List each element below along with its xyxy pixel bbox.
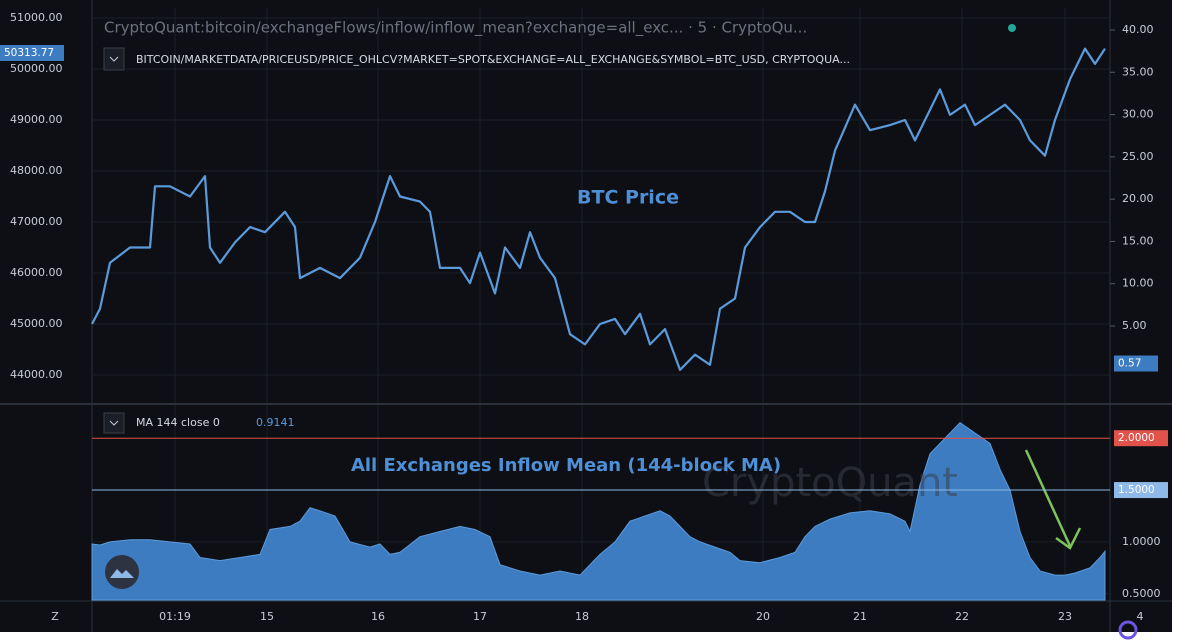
x-tick-label: 18 <box>575 610 589 623</box>
corner-left: Z <box>51 610 59 623</box>
x-tick-label: 22 <box>955 610 969 623</box>
annotation-arrow <box>1024 449 1082 550</box>
collapse-button[interactable] <box>103 47 125 71</box>
y2-tick-label: 35.00 <box>1122 65 1154 78</box>
x-tick-label: 21 <box>853 610 867 623</box>
y2-tick-label: 30.00 <box>1122 108 1154 121</box>
x-tick-label: 23 <box>1058 610 1072 623</box>
price-badge-label: 2.0000 <box>1118 432 1155 444</box>
y2-tick-label: 5.00 <box>1122 319 1147 332</box>
price-badge <box>1114 430 1168 447</box>
y-tick-label: 0.5000 <box>1122 587 1161 600</box>
marks <box>91 47 1106 601</box>
logo-icon <box>110 569 134 578</box>
x-tick-label: 16 <box>371 610 385 623</box>
x-tick-label: 17 <box>473 610 487 623</box>
y-tick-label: 45000.00 <box>10 317 63 330</box>
y2-tick-label: 40.00 <box>1122 23 1154 36</box>
inflow-title: All Exchanges Inflow Mean (144-block MA) <box>351 455 781 476</box>
chevron <box>109 56 119 62</box>
ma-legend: MA 144 close 0 <box>136 416 220 429</box>
y2-tick-label: 15.00 <box>1122 234 1154 247</box>
price-legend: BITCOIN/MARKETDATA/PRICEUSD/PRICE_OHLCV?… <box>136 53 850 66</box>
x-tick-label: 01:19 <box>159 610 191 623</box>
y2-tick-label: 20.00 <box>1122 192 1154 205</box>
y-tick-label: 1.0000 <box>1122 535 1161 548</box>
chevron <box>109 420 119 426</box>
y2-tick-label: 25.00 <box>1122 150 1154 163</box>
price-badge-label: 50313.77 <box>4 47 54 59</box>
price-badge-label: 1.5000 <box>1118 484 1155 496</box>
ma-last-value: 0.9141 <box>256 416 295 429</box>
price-badge-label: 0.57 <box>1118 358 1141 370</box>
y-tick-label: 44000.00 <box>10 368 63 381</box>
price-badge <box>1114 482 1168 499</box>
y-tick-label: 47000.00 <box>10 215 63 228</box>
area <box>91 421 1106 601</box>
header-title: CryptoQuant:bitcoin/exchangeFlows/inflow… <box>104 19 807 38</box>
x-tick-label: 15 <box>260 610 274 623</box>
price-badge <box>0 44 64 61</box>
corner-right: 4 <box>1137 610 1144 623</box>
y-tick-label: 46000.00 <box>10 266 63 279</box>
price-title: BTC Price <box>577 187 679 209</box>
logo-badge <box>105 555 139 589</box>
line <box>91 47 1106 371</box>
y-tick-label: 50000.00 <box>10 62 63 75</box>
price-badge <box>1114 355 1158 372</box>
status-dot <box>1008 24 1016 32</box>
x-tick-label: 20 <box>756 610 770 623</box>
watermark: CryptoQuant <box>702 460 958 506</box>
y-tick-label: 51000.00 <box>10 11 63 24</box>
y-tick-label: 49000.00 <box>10 113 63 126</box>
y2-tick-label: 10.00 <box>1122 277 1154 290</box>
y-tick-label: 48000.00 <box>10 164 63 177</box>
collapse-button[interactable] <box>103 412 125 434</box>
settings-button[interactable] <box>1118 620 1138 640</box>
